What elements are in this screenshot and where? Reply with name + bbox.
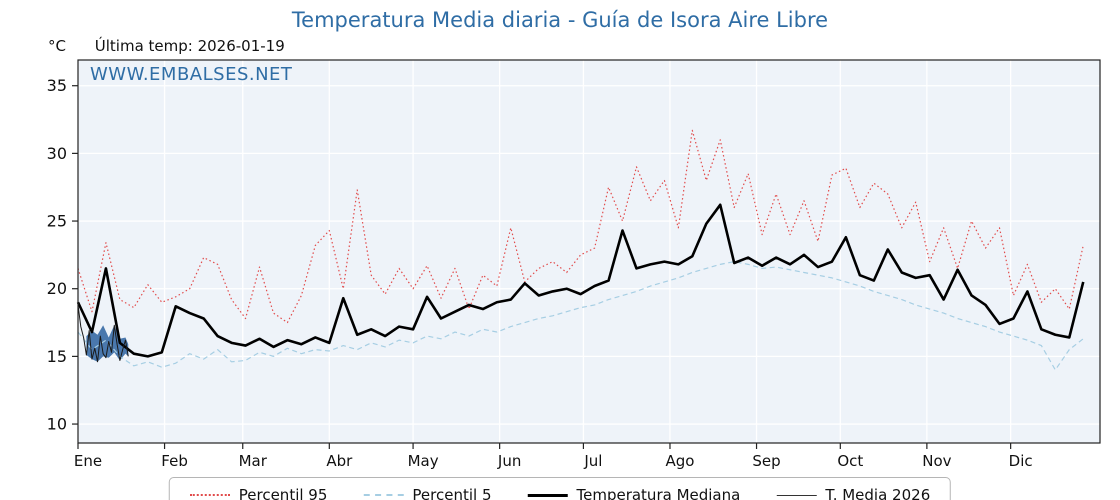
x-tick-label: Mar: [239, 452, 268, 470]
percentil-95-line-sample: [189, 494, 230, 496]
series-t-media-2026: [77, 304, 129, 363]
y-tick-label: 20: [47, 279, 67, 298]
x-tick-label: Dic: [1009, 452, 1033, 470]
temperature-chart: 10 15 20 25 30 35 Ene Feb Mar Abr May Jun Jul Ago Sep O…: [47, 59, 1101, 470]
x-tick-label: Abr: [326, 452, 353, 470]
legend-item-percentil-95: Percentil 95: [189, 486, 328, 500]
x-tick-label: May: [408, 452, 439, 470]
watermark: WWW.EMBALSES.NET: [90, 64, 293, 85]
legend-label: Percentil 5: [412, 486, 492, 500]
percentil-5-line-sample: [363, 494, 404, 496]
plot-area: [78, 60, 1100, 443]
mediana-line-sample: [527, 493, 568, 497]
chart-legend: Percentil 95 Percentil 5 Temperatura Med…: [168, 477, 952, 500]
last-temp-label: Última temp: 2026-01-19: [94, 37, 285, 55]
chart-title: Temperatura Media diaria - Guía de Isora…: [291, 8, 829, 32]
y-tick-label: 35: [47, 76, 67, 95]
legend-item-percentil-5: Percentil 5: [363, 486, 491, 500]
x-tick-label: Jun: [497, 452, 521, 470]
x-tick-label: Jul: [583, 452, 602, 470]
x-tick-label: Nov: [922, 452, 951, 470]
legend-label: Temperatura Mediana: [576, 486, 741, 500]
x-tick-label: Sep: [752, 452, 780, 470]
x-tick-label: Ago: [665, 452, 694, 470]
series-temperatura-mediana: [76, 203, 1085, 358]
series-percentil-95: [77, 129, 1084, 324]
x-tick-label: Ene: [74, 452, 102, 470]
y-tick-label: 10: [47, 415, 67, 434]
legend-label: T. Media 2026: [825, 486, 931, 500]
x-tick-label: Oct: [837, 452, 863, 470]
x-tick-label: Feb: [161, 452, 188, 470]
legend-item-t-media-2026: T. Media 2026: [776, 486, 930, 500]
subtitle-row: °C Última temp: 2026-01-19: [48, 37, 285, 55]
t-media-2026-line-sample: [776, 494, 817, 496]
legend-item-temperatura-mediana: Temperatura Mediana: [527, 486, 740, 500]
y-axis-unit-label: °C: [48, 37, 66, 55]
y-tick-label: 15: [47, 347, 67, 366]
plot-frame: [77, 59, 1101, 444]
legend-label: Percentil 95: [238, 486, 328, 500]
y-tick-label: 25: [47, 212, 67, 231]
y-tick-label: 30: [47, 144, 67, 163]
